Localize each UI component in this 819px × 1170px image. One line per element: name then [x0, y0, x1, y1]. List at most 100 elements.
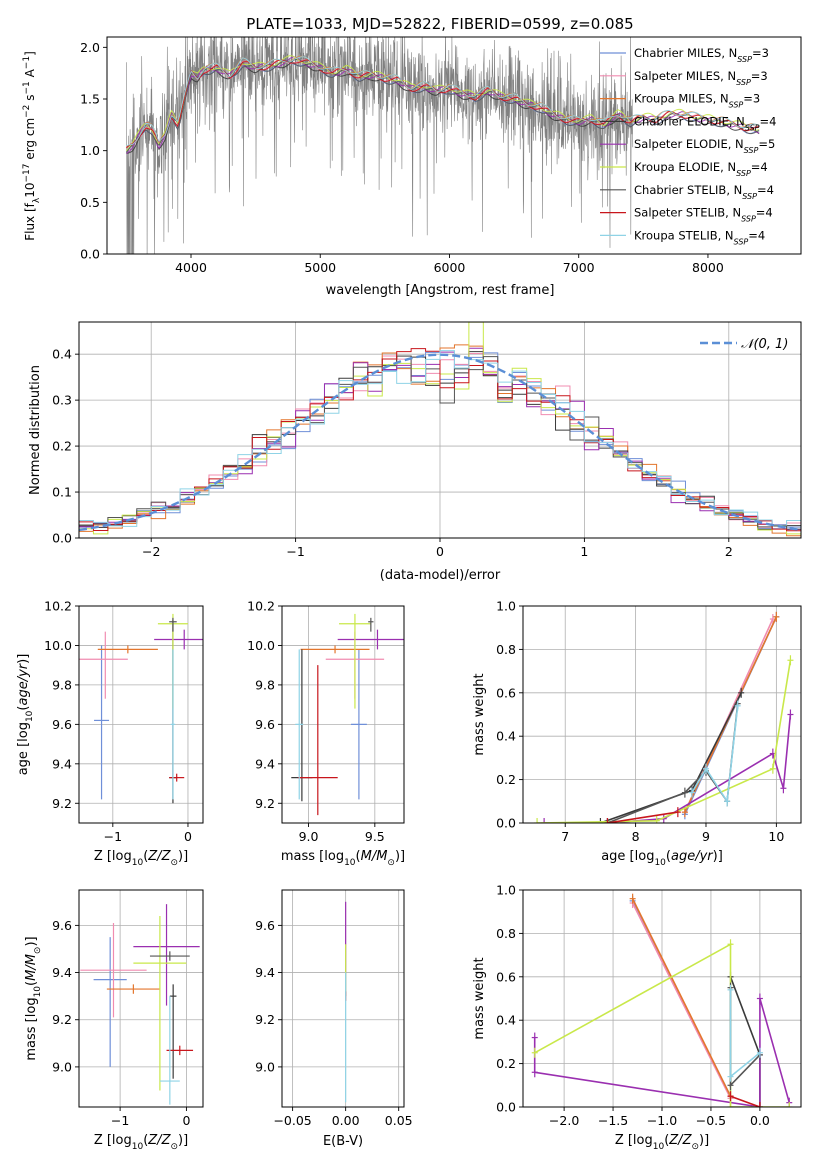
data-spectrum-line: [126, 37, 634, 254]
label-part: A: [23, 68, 37, 81]
legend-sub: SSP: [745, 123, 760, 132]
y-axis-label: mass [log10(M/M⊙)]: [24, 936, 43, 1060]
y-axis-label: mass weight: [472, 957, 487, 1039]
label-part: M/M: [361, 849, 388, 864]
x-tick-label: 7: [561, 829, 569, 844]
plot-area: [80, 904, 200, 1105]
y-tick-label: 9.0: [255, 1059, 275, 1074]
sub: 10: [132, 858, 144, 868]
label-part: )]: [178, 849, 188, 864]
x-tick-label: 0: [182, 1113, 190, 1128]
hist-salpeter-stelib: [79, 348, 801, 532]
axes-frame: [522, 605, 802, 824]
weight-line-salpeter-elodie: [533, 998, 791, 1107]
y-tick-label: 0.6: [496, 685, 516, 700]
label-part: )]: [16, 654, 31, 664]
plot-area: [531, 893, 793, 1107]
y-tick-label: 0.8: [496, 642, 516, 657]
legend-sub: SSP: [744, 146, 759, 155]
label-part: (: [664, 1133, 669, 1148]
plot-area: [534, 611, 794, 823]
weight-line-chabrier-elodie: [600, 692, 742, 823]
hist-kroupa-stelib: [79, 350, 801, 527]
figure-title: PLATE=1033, MJD=52822, FIBERID=0599, z=0…: [246, 15, 633, 33]
x-axis-label: age [log10(age/yr)]: [601, 849, 723, 868]
normal-curve: [79, 353, 801, 532]
x-tick-label: 6000: [434, 260, 466, 275]
y-axis-label: mass weight: [472, 673, 487, 755]
y-tick-label: 0.3: [52, 393, 72, 408]
label-part: (: [16, 706, 31, 711]
label-part: age/yr: [671, 849, 714, 864]
y-tick-label: 1.0: [496, 599, 516, 614]
legend-tail: =3: [751, 69, 768, 83]
y-tick-label: 9.4: [52, 965, 72, 980]
weight-line-kroupa-miles: [631, 898, 732, 1097]
y-tick-label: 9.8: [255, 677, 275, 692]
x-axis-label: Z [log10(Z/Z⊙)]: [94, 1133, 188, 1152]
y-tick-label: 9.6: [255, 918, 275, 933]
plot-area: [291, 613, 404, 816]
y-tick-label: 9.8: [52, 677, 72, 692]
y-tick-label: 9.0: [52, 1059, 72, 1074]
legend-sub: SSP: [734, 237, 749, 246]
label-part: age/yr: [16, 662, 31, 705]
legend-label-chabrier-elodie: Chabrier ELODIE, NSSP=4: [634, 114, 776, 131]
y-tick-label: 0.0: [52, 531, 72, 546]
label-part: Z/Z: [147, 849, 171, 864]
y-tick-label: 9.2: [255, 1012, 275, 1027]
panel-weight_vs_age: 7 8 9 10 0.0 0.2 0.4 0.6 0.8 1.0 age [log10(age/yr…: [472, 599, 802, 868]
y-tick-label: 9.4: [52, 756, 72, 771]
sub: λ: [32, 197, 42, 203]
sub: ⊙: [170, 1142, 178, 1152]
y-tick-label: 10.0: [44, 638, 72, 653]
panel-ebv: −0.05 0.00 0.05 9.0 9.2 9.4 9.6: [255, 889, 413, 1128]
sub: 10: [25, 710, 35, 722]
y-tick-label: 9.2: [52, 1012, 72, 1027]
legend-label-kroupa-stelib: Kroupa STELIB, NSSP=4: [634, 228, 765, 246]
x-axis-label: mass [log10(M/M⊙)]: [281, 849, 405, 868]
x-axis-label: Z [log10(Z/Z⊙)]: [94, 849, 188, 868]
legend-label-salpeter-elodie: Salpeter ELODIE, NSSP=5: [634, 137, 775, 155]
x-tick-label: 9: [702, 829, 710, 844]
label-part: )]: [395, 849, 405, 864]
x-tick-label: −1: [104, 829, 122, 844]
y-tick-label: 0.5: [80, 195, 100, 210]
legend-tail: =4: [756, 206, 773, 220]
y-tick-label: 9.4: [255, 965, 275, 980]
axes-frame: [78, 889, 204, 1108]
legend-tail: =4: [760, 114, 777, 128]
y-axis-label: age [log10(age/yr)]: [16, 654, 35, 776]
y-tick-label: 9.6: [52, 717, 72, 732]
legend-sub: SSP: [736, 169, 751, 178]
x-tick-label: 8000: [692, 260, 724, 275]
label-part: (: [143, 1133, 148, 1148]
sub: ⊙: [170, 858, 178, 868]
label-part: Z/Z: [668, 1133, 692, 1148]
weight-line-chabrier-stelib: [729, 987, 761, 1088]
panel-residuals: −2 −1 0 1 2 0.0 0.1 0.2 0.3 0.4 (data-model)/error…: [28, 321, 802, 583]
legend-tail: =4: [757, 183, 774, 197]
model-line-kroupa-elodie: [126, 55, 760, 152]
y-tick-label: 0.2: [52, 439, 72, 454]
panel-age_vs_Z: −1 0 9.2 9.4 9.6 9.8 10.0 10.2 Z [log10(Z/Z⊙)] ag…: [16, 599, 204, 868]
x-tick-label: −0.05: [273, 1113, 311, 1128]
y-tick-label: 0.4: [496, 729, 516, 744]
sub: ⊙: [387, 858, 395, 868]
model-line-kroupa-stelib: [126, 56, 760, 147]
panel-age_vs_mass: 9.0 9.5 9.2 9.4 9.6 9.8 10.0 10.2 mass [log10(M/…: [247, 599, 405, 869]
legend-tail: =3: [752, 46, 769, 60]
model-line-salpeter-elodie: [126, 56, 760, 155]
x-tick-label: 0: [184, 829, 192, 844]
plot-area: [125, 37, 760, 254]
legend-sub: SSP: [729, 100, 744, 109]
label-part: Z/Z: [147, 1133, 171, 1148]
chart-layer: 4000 5000 6000 7000 80000.00.51.01.52.0wavel…: [16, 36, 802, 1152]
panel-mass_vs_Z: −1 0 9.0 9.2 9.4 9.6 Z [log10(Z/Z⊙)] mass [log1…: [24, 889, 204, 1152]
sub: ⊙: [691, 1142, 699, 1152]
x-tick-label: 0.00: [332, 1113, 360, 1128]
legend-sub: SSP: [737, 55, 752, 64]
plot-area: [79, 322, 801, 537]
legend-label-chabrier-stelib: Chabrier STELIB, NSSP=4: [634, 183, 774, 201]
